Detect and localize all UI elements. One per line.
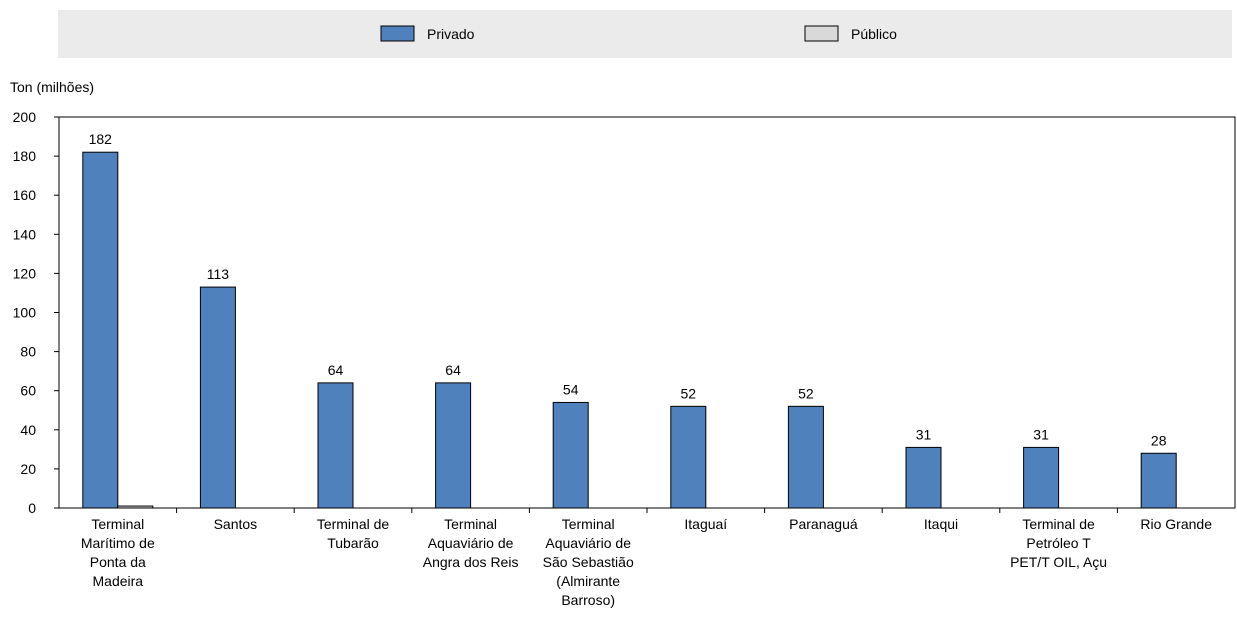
y-tick-label: 100: [13, 305, 37, 321]
y-tick-label: 160: [13, 187, 37, 203]
bar-privado: [317, 382, 354, 509]
y-tick-label: 120: [13, 265, 37, 281]
legend-label-publico: Público: [851, 26, 897, 42]
legend: Privado Público: [58, 10, 1232, 58]
data-label: 113: [207, 266, 230, 282]
bar-privado: [82, 151, 119, 509]
data-label: 54: [563, 381, 579, 397]
bar-privado: [787, 405, 824, 509]
data-label: 64: [445, 362, 461, 378]
y-tick-label: 180: [13, 148, 37, 164]
bar-privado: [1140, 452, 1177, 509]
y-tick-label: 40: [20, 422, 36, 438]
legend-background: [58, 10, 1232, 58]
bars: 182 113 64 64 54 52 52 31 31 28: [82, 131, 1177, 509]
x-axis-labels: Terminal Marítimo de Ponta da Madeira Santos…: [81, 508, 1212, 608]
y-axis-label: Ton (milhões): [10, 79, 94, 95]
bar-privado: [435, 382, 472, 509]
x-tick-label: Itaguaí: [684, 516, 727, 532]
y-tick-label: 0: [28, 500, 36, 516]
x-tick-label: Santos: [214, 516, 258, 532]
x-tick-label: Terminal Aquaviário de Angra dos Reis: [423, 516, 519, 570]
x-tick-label: Paranaguá: [789, 516, 858, 532]
x-tick-label: Terminal Marítimo de Ponta da Madeira: [81, 516, 155, 589]
x-tick-label: Rio Grande: [1140, 516, 1212, 532]
bar-privado: [552, 401, 589, 509]
data-label: 31: [916, 426, 932, 442]
data-label: 31: [1033, 426, 1049, 442]
y-tick-label: 60: [20, 383, 36, 399]
bar-privado: [199, 286, 236, 509]
legend-swatch-privado: [380, 25, 415, 42]
x-tick-label: Itaqui: [924, 516, 958, 532]
bar-privado: [905, 446, 942, 509]
x-tick-label: Terminal Aquaviário de São Sebastião (Almir…: [543, 516, 634, 608]
y-tick-label: 200: [13, 109, 37, 125]
legend-swatch-publico: [804, 25, 839, 42]
y-axis-ticks: 0 20 40 60 80 100 120 140 160 180 200: [13, 109, 59, 516]
bar-privado: [1023, 446, 1060, 509]
legend-label-privado: Privado: [427, 26, 475, 42]
y-tick-label: 80: [20, 344, 36, 360]
bar-publico: [117, 505, 154, 509]
y-tick-label: 20: [20, 461, 36, 477]
data-label: 28: [1151, 432, 1167, 448]
data-label: 64: [328, 362, 344, 378]
data-label: 52: [681, 385, 697, 401]
y-tick-label: 140: [13, 226, 37, 242]
data-label: 182: [89, 131, 113, 147]
x-tick-label: Terminal de Petróleo T PET/T OIL, Açu: [1010, 516, 1107, 570]
data-label: 52: [798, 385, 814, 401]
bar-privado: [670, 405, 707, 509]
x-tick-label: Terminal de Tubarão: [317, 516, 390, 551]
